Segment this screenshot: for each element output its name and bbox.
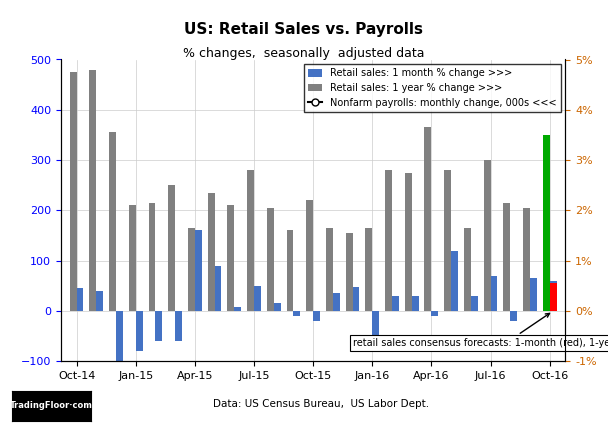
- Legend: Retail sales: 1 month % change >>>, Retail sales: 1 year % change >>>, Nonfarm p: Retail sales: 1 month % change >>>, Reta…: [304, 64, 561, 112]
- Text: TradingFloor·com: TradingFloor·com: [10, 401, 93, 411]
- Bar: [510, 311, 517, 321]
- Bar: [543, 178, 550, 311]
- Bar: [195, 230, 202, 311]
- Bar: [234, 307, 241, 311]
- Bar: [274, 303, 281, 311]
- Bar: [89, 70, 96, 311]
- Bar: [530, 278, 537, 311]
- Bar: [109, 133, 116, 311]
- Bar: [208, 193, 215, 311]
- Bar: [188, 228, 195, 311]
- Text: retail sales consensus forecasts: 1-month (red), 1-year (green): retail sales consensus forecasts: 1-mont…: [353, 313, 608, 348]
- Bar: [464, 228, 471, 311]
- Bar: [70, 72, 77, 311]
- Text: Data: US Census Bureau,  US Labor Dept.: Data: US Census Bureau, US Labor Dept.: [213, 399, 429, 409]
- Bar: [215, 266, 221, 311]
- Bar: [353, 287, 359, 311]
- Bar: [116, 311, 123, 371]
- Bar: [471, 296, 478, 311]
- Bar: [136, 311, 143, 351]
- Text: US: Retail Sales vs. Payrolls: US: Retail Sales vs. Payrolls: [184, 22, 424, 37]
- Bar: [247, 170, 254, 311]
- Bar: [483, 160, 491, 311]
- Bar: [267, 208, 274, 311]
- Bar: [306, 200, 313, 311]
- Bar: [412, 296, 418, 311]
- Bar: [550, 281, 556, 311]
- Bar: [385, 170, 392, 311]
- Bar: [424, 128, 432, 311]
- Bar: [175, 311, 182, 341]
- Bar: [365, 228, 372, 311]
- Bar: [148, 203, 156, 311]
- Bar: [96, 291, 103, 311]
- Bar: [550, 283, 556, 311]
- Bar: [129, 205, 136, 311]
- Bar: [491, 276, 497, 311]
- Bar: [405, 173, 412, 311]
- Bar: [326, 228, 333, 311]
- Bar: [392, 296, 399, 311]
- Bar: [503, 203, 510, 311]
- Bar: [444, 170, 451, 311]
- Text: % changes,  seasonally  adjusted data: % changes, seasonally adjusted data: [183, 47, 425, 60]
- Bar: [294, 311, 300, 316]
- Bar: [254, 286, 261, 311]
- Bar: [543, 135, 550, 311]
- Bar: [333, 293, 340, 311]
- Bar: [227, 205, 234, 311]
- Bar: [168, 185, 175, 311]
- Bar: [345, 233, 353, 311]
- Bar: [451, 251, 458, 311]
- Bar: [432, 311, 438, 316]
- Bar: [372, 311, 379, 341]
- Bar: [523, 208, 530, 311]
- Bar: [286, 230, 294, 311]
- Bar: [313, 311, 320, 321]
- Bar: [77, 288, 83, 311]
- Bar: [156, 311, 162, 341]
